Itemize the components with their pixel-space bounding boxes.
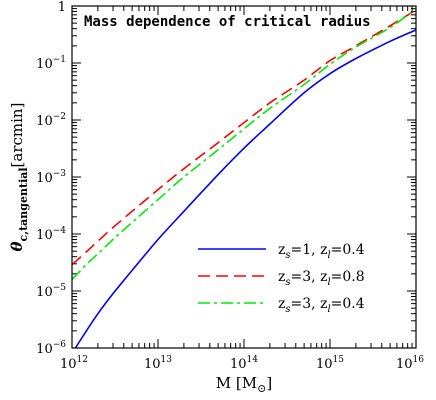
y-axis-label: θc,tangential[arcmin] bbox=[8, 103, 30, 252]
labels-layer: 1012 1013 1014 1015 1016 10−6 10−5 10−4 10−3 10−2… bbox=[8, 0, 424, 395]
series-line-3 bbox=[72, 7, 416, 280]
plot-frame bbox=[71, 5, 417, 349]
legend-label-2: zs=3, zl=0.8 bbox=[278, 269, 365, 288]
y-tick-label: 10−1 bbox=[36, 55, 66, 72]
x-tick-label: 1016 bbox=[396, 355, 424, 372]
y-tick-label: 10−5 bbox=[36, 283, 66, 300]
y-tick-label: 10−6 bbox=[36, 340, 66, 357]
series-line-1 bbox=[74, 29, 416, 348]
legend-label-1: zs=1, zl=0.4 bbox=[278, 242, 365, 261]
x-tick-label: 1014 bbox=[230, 355, 258, 372]
x-tick-label: 1012 bbox=[60, 355, 88, 372]
x-tick-label: 1013 bbox=[144, 355, 172, 372]
y-tick-label: 10−3 bbox=[36, 169, 66, 186]
x-tick-label: 1015 bbox=[316, 355, 344, 372]
series-line-2 bbox=[72, 9, 416, 266]
y-tick-label: 10−2 bbox=[36, 112, 66, 129]
x-axis-label: M [M⊙] bbox=[216, 374, 272, 395]
lines-layer bbox=[72, 7, 416, 348]
legend-label-3: zs=3, zl=0.4 bbox=[278, 296, 365, 315]
y-tick-label: 1 bbox=[58, 0, 66, 15]
legend: zs=1, zl=0.4 zs=3, zl=0.8 zs=3, zl=0.4 bbox=[198, 242, 365, 315]
chart-title: Mass dependence of critical radius bbox=[84, 14, 371, 30]
y-tick-label: 10−4 bbox=[36, 226, 66, 243]
